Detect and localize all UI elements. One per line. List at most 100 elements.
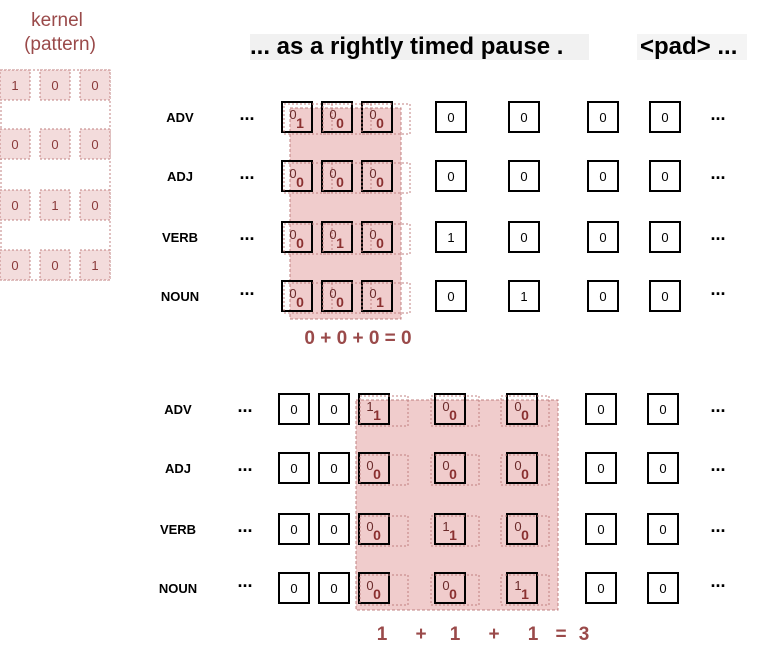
grid-cell-value: 0 [289,166,296,181]
grid-cell-value: 0 [597,581,604,596]
bottom-feature-grid: ADV... ...ADJ... ...VERB... ...NOUN... ...0 0… [159,393,726,611]
kernel-overlay-value: 1 [373,407,381,423]
grid-cell [321,280,353,312]
grid-cell [508,280,540,312]
kernel-cell [0,128,31,160]
kernel-cell [79,69,111,101]
grid-cell [506,572,538,604]
leading-ellipsis: ... [239,279,254,299]
grid-cell [361,221,393,253]
grid-cell [278,513,310,545]
grid-cell-value: 0 [597,402,604,417]
grid-cell [358,393,390,425]
grid-cell [649,221,681,253]
kernel-overlay-cell [430,515,480,547]
grid-cell [321,101,353,133]
kernel-panel: kernel (pattern) 1 0 0 0 0 0 0 1 0 0 0 1 [0,10,111,281]
grid-cell-value: 0 [520,230,527,245]
grid-cell [506,393,538,425]
grid-cell [434,572,466,604]
grid-cell-value: 0 [442,578,449,593]
grid-cell [649,160,681,192]
grid-cell-value: 0 [369,227,376,242]
grid-cell [318,452,350,484]
kernel-overlay-cell [359,454,409,486]
grid-cell [585,452,617,484]
kernel-overlay-cell [322,103,372,135]
row-label: ADV [164,402,192,417]
kernel-cell [79,249,111,281]
grid-cell [278,393,310,425]
grid-cell-value: 0 [290,522,297,537]
kernel-overlay-cell [430,454,480,486]
grid-cell [587,160,619,192]
kernel-overlay-cell [430,395,480,427]
leading-ellipsis: ... [239,224,254,244]
grid-cell-value: 0 [659,522,666,537]
kernel-cell-value: 0 [91,137,98,152]
grid-cell [506,452,538,484]
grid-cell [647,572,679,604]
grid-cell-value: 0 [447,169,454,184]
grid-cell [647,452,679,484]
grid-cell-value: 0 [366,519,373,534]
grid-cell [361,280,393,312]
grid-cell-value: 0 [289,227,296,242]
grid-cell-value: 1 [447,230,454,245]
kernel-cell-value: 1 [51,198,58,213]
grid-cell [647,393,679,425]
grid-cell-value: 0 [597,461,604,476]
grid-cell-value: 1 [442,519,449,534]
grid-cell-value: 0 [289,107,296,122]
kernel-window-highlight [355,399,559,611]
kernel-cell-value: 0 [51,258,58,273]
bottom-sum-token: = [555,624,566,645]
grid-cell-value: 1 [366,399,373,414]
trailing-ellipsis: ... [710,455,725,475]
grid-cell [649,101,681,133]
kernel-overlay-value: 0 [296,294,304,310]
grid-cell [647,513,679,545]
grid-cell-value: 0 [366,458,373,473]
grid-cell-value: 1 [514,578,521,593]
kernel-window-highlight [289,107,402,320]
leading-ellipsis: ... [237,516,252,536]
grid-cell [318,513,350,545]
kernel-overlay-value: 1 [376,294,384,310]
bottom-sum-token: 1 [528,624,539,645]
grid-cell [506,513,538,545]
kernel-cell [0,189,31,221]
kernel-overlay-value: 1 [336,235,344,251]
kernel-cell [39,189,71,221]
kernel-overlay-cell [359,515,409,547]
grid-cell [321,160,353,192]
trailing-ellipsis: ... [710,516,725,536]
kernel-cell-value: 0 [11,258,18,273]
grid-cell-value: 0 [447,289,454,304]
kernel-cell [39,249,71,281]
row-label: ADJ [167,169,193,184]
kernel-cell [79,128,111,160]
grid-cell-value: 0 [329,107,336,122]
grid-cell-value: 0 [599,289,606,304]
grid-cell [278,452,310,484]
bottom-sum-token: + [415,624,426,645]
kernel-frame [0,69,111,281]
kernel-overlay-value: 0 [376,115,384,131]
grid-cell-value: 0 [290,461,297,476]
grid-cell-value: 0 [599,169,606,184]
grid-cell [508,160,540,192]
kernel-overlay-cell [322,162,372,194]
kernel-overlay-cell [322,282,372,314]
bottom-sum-token: 3 [579,624,590,645]
kernel-cell-value: 0 [51,137,58,152]
leading-ellipsis: ... [237,396,252,416]
kernel-overlay-cell [361,103,411,135]
kernel-cell-value: 1 [91,258,98,273]
sentence-header: ... as a rightly timed pause . <pad> ... [250,33,747,60]
leading-ellipsis: ... [239,163,254,183]
grid-cell [587,280,619,312]
kernel-overlay-value: 0 [373,527,381,543]
grid-cell-value: 0 [597,522,604,537]
kernel-cell [39,69,71,101]
